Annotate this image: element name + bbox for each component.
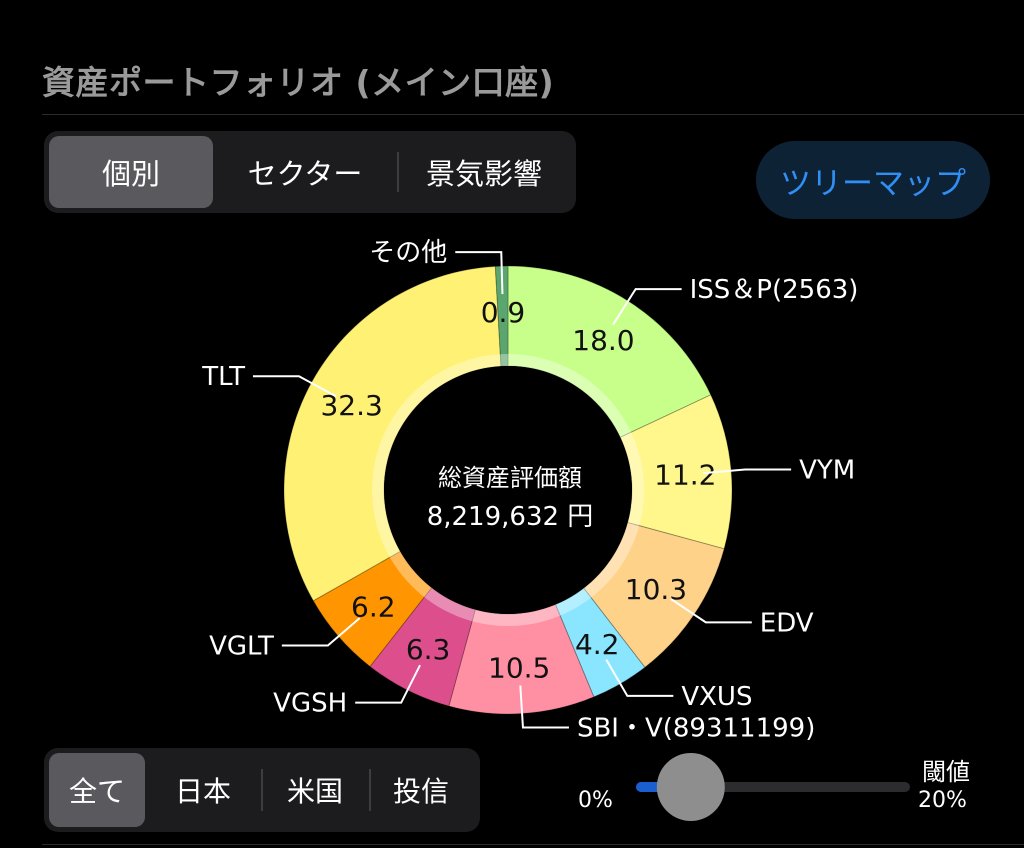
slice-name-label: VGLT <box>209 632 274 662</box>
slice-value-label: 10.5 <box>488 652 550 685</box>
slice-name-label: VXUS <box>681 682 752 712</box>
region-segmented-control: 全て 日本 米国 投信 <box>44 748 480 832</box>
slice-leader-line <box>455 251 504 295</box>
tab-individual[interactable]: 個別 <box>49 136 213 208</box>
slice-leader-line <box>519 685 569 729</box>
donut-inner-ring <box>372 354 644 626</box>
total-assets-value: 8,219,632 円 <box>426 502 594 532</box>
tab-economic-impact[interactable]: 景気影響 <box>397 136 571 208</box>
page-title: 資産ポートフォリオ (メイン口座) <box>42 63 555 102</box>
total-assets-label: 総資産評価額 <box>438 464 582 492</box>
slice-leader-line <box>252 375 337 398</box>
slice-leader-line <box>605 659 674 697</box>
tab-japan[interactable]: 日本 <box>174 775 231 808</box>
slice-name-label: SBI・V(89311199) <box>577 714 815 744</box>
threshold-label: 閾値 <box>922 758 970 786</box>
slice-name-label: その他 <box>369 238 447 268</box>
slider-min-label: 0% <box>578 788 613 813</box>
slider-thumb[interactable] <box>656 753 725 821</box>
slice-name-label: EDV <box>760 608 814 638</box>
slice-name-label: VGSH <box>273 689 347 719</box>
divider <box>42 844 1024 845</box>
tab-us[interactable]: 米国 <box>261 753 369 827</box>
slice-leader-line <box>612 288 682 326</box>
tab-all[interactable]: 全て <box>49 753 145 827</box>
slice-name-label: VYM <box>799 455 855 485</box>
slice-leader-line <box>670 598 752 624</box>
divider <box>42 114 1024 115</box>
tab-mutual-funds[interactable]: 投信 <box>369 753 473 827</box>
tab-sector[interactable]: セクター <box>247 157 363 191</box>
donut-hole <box>384 366 632 614</box>
slice-leader-line <box>281 617 361 647</box>
treemap-button[interactable]: ツリーマップ <box>756 141 990 219</box>
slice-name-label: TLT <box>201 362 245 392</box>
threshold-value: 20% <box>918 788 967 813</box>
slice-name-label: ISS＆P(2563) <box>690 275 859 305</box>
slice-value-label: 10.3 <box>625 573 687 606</box>
slice-value-label: 4.2 <box>575 628 620 661</box>
slice-value-label: 0.9 <box>481 296 526 329</box>
slice-leader-line <box>355 664 421 704</box>
slice-value-label: 11.2 <box>654 459 716 492</box>
slice-value-label: 18.0 <box>572 324 634 357</box>
view-segmented-control: 個別 セクター 景気影響 <box>44 131 576 213</box>
slice-value-label: 6.3 <box>406 633 451 666</box>
slice-leader-line <box>703 468 792 475</box>
